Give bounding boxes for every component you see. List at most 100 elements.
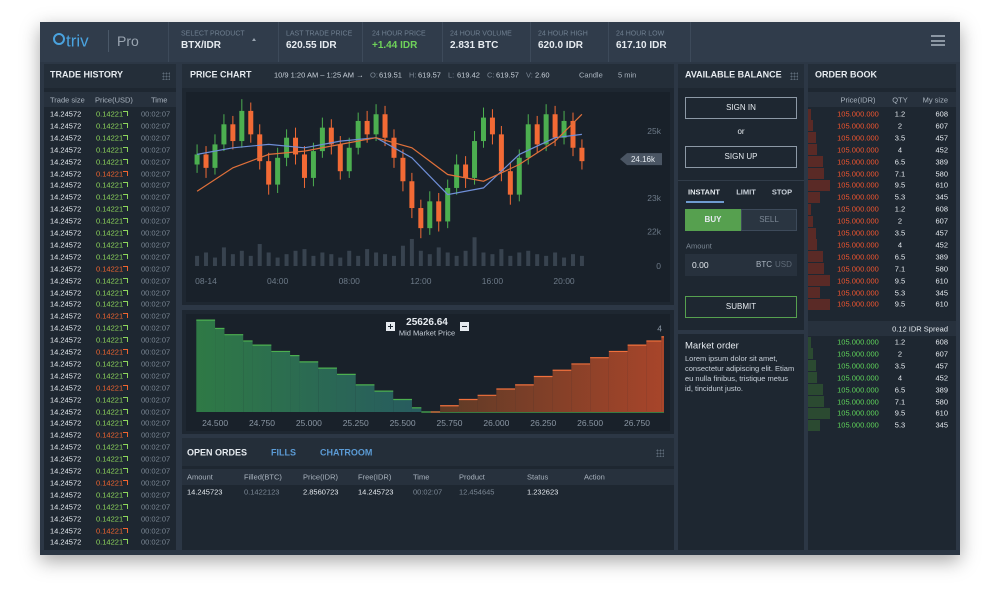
ohlc-value: 2.60 bbox=[535, 70, 550, 80]
x-tick-label: 08-14 bbox=[195, 276, 217, 286]
book-price: 105.000.000 bbox=[837, 240, 879, 250]
volume-bar bbox=[562, 257, 567, 266]
grid-icon[interactable] bbox=[162, 72, 170, 80]
sell-label[interactable]: SELL bbox=[759, 215, 779, 224]
stat-label: 24 HOUR VOLUME bbox=[450, 30, 512, 38]
tab[interactable]: FILLS bbox=[271, 447, 296, 458]
depth-step bbox=[411, 407, 422, 412]
last-price-badge bbox=[620, 153, 662, 166]
depth-bar bbox=[808, 419, 821, 431]
column-header-bg bbox=[808, 92, 956, 107]
stat-value[interactable]: BTX/IDR bbox=[181, 40, 221, 51]
buy-label[interactable]: BUY bbox=[704, 215, 722, 224]
trend-arrow bbox=[123, 468, 128, 473]
trade-time: 00:02:07 bbox=[141, 525, 171, 535]
style-select[interactable]: Candle bbox=[579, 70, 603, 80]
grid-icon[interactable] bbox=[790, 72, 798, 80]
candle-body bbox=[516, 157, 522, 195]
book-size: 452 bbox=[935, 372, 948, 382]
candle-body bbox=[472, 141, 478, 178]
trade-size: 14.24572 bbox=[50, 430, 82, 440]
candle-body bbox=[355, 120, 361, 148]
candle-body bbox=[203, 154, 209, 168]
submit-button[interactable] bbox=[685, 296, 797, 318]
panel-header bbox=[182, 64, 674, 88]
sign-up-button-label[interactable]: SIGN UP bbox=[724, 152, 758, 161]
stat-label[interactable]: SELECT PRODUCT bbox=[181, 30, 245, 38]
sign-up-button[interactable] bbox=[685, 146, 797, 168]
tab[interactable]: OPEN ORDES bbox=[187, 447, 248, 458]
amount-input[interactable] bbox=[685, 254, 797, 276]
trend-arrow bbox=[123, 515, 128, 521]
book-qty: 2 bbox=[897, 349, 903, 359]
book-price: 105.000.000 bbox=[837, 204, 879, 214]
top-divider bbox=[362, 22, 363, 62]
trend-arrow bbox=[123, 206, 128, 212]
interval-select[interactable]: 5 min bbox=[618, 70, 637, 80]
depth-step bbox=[355, 384, 375, 412]
sell-button[interactable] bbox=[741, 209, 797, 231]
trade-time: 00:02:07 bbox=[141, 382, 171, 392]
order-tab[interactable]: STOP bbox=[771, 187, 793, 197]
order-tab[interactable]: INSTANT bbox=[688, 187, 720, 197]
trade-size: 14.24572 bbox=[50, 466, 82, 476]
book-price: 105.000.000 bbox=[837, 228, 879, 238]
volume-bar bbox=[535, 254, 540, 266]
trade-time: 00:02:07 bbox=[141, 406, 171, 416]
spread-bar bbox=[808, 321, 956, 336]
book-price: 105.000.000 bbox=[837, 275, 879, 285]
trade-time: 00:02:07 bbox=[141, 430, 171, 440]
or-text: or bbox=[737, 127, 745, 136]
y-tick-label: 23k bbox=[647, 193, 661, 203]
column-header-bg bbox=[44, 92, 176, 107]
trade-size: 14.24572 bbox=[50, 133, 82, 143]
tab[interactable]: CHATROOM bbox=[320, 447, 373, 458]
order-cell: 00:02:07 bbox=[413, 487, 443, 497]
unit[interactable]: BTC bbox=[756, 260, 772, 269]
edition: Pro bbox=[117, 33, 139, 49]
trend-arrow bbox=[123, 527, 128, 533]
trade-price: 0.14221 bbox=[96, 382, 124, 392]
candle-body bbox=[248, 110, 254, 135]
book-size: 610 bbox=[935, 408, 948, 418]
buy-button[interactable] bbox=[685, 209, 741, 231]
trend-arrow bbox=[123, 420, 128, 426]
depth-step bbox=[243, 340, 253, 412]
book-qty: 1.2 bbox=[894, 109, 906, 119]
candle-body bbox=[301, 154, 307, 178]
x-tick-label: 25.000 bbox=[296, 418, 322, 428]
column-header: Price(USD) bbox=[95, 94, 133, 104]
volume-bar bbox=[472, 237, 477, 266]
depth-step bbox=[661, 336, 664, 412]
volume-bar bbox=[329, 254, 334, 266]
amount-value[interactable]: 0.00 bbox=[692, 259, 709, 270]
grid-icon[interactable] bbox=[656, 449, 664, 457]
depth-step bbox=[458, 399, 478, 412]
book-price: 105.000.000 bbox=[837, 109, 879, 119]
sign-in-button-label[interactable]: SIGN IN bbox=[726, 103, 756, 112]
column-header: Price(IDR) bbox=[840, 94, 876, 104]
trade-size: 14.24572 bbox=[50, 359, 82, 369]
submit-button-label[interactable]: SUBMIT bbox=[725, 302, 757, 311]
trade-time: 00:02:07 bbox=[141, 466, 171, 476]
trade-price: 0.14221 bbox=[96, 347, 124, 357]
order-tab[interactable]: LIMIT bbox=[736, 187, 756, 197]
sign-in-button[interactable] bbox=[685, 97, 797, 119]
unit[interactable]: USD bbox=[775, 260, 792, 269]
select-caret[interactable] bbox=[252, 38, 256, 41]
trend-arrow bbox=[123, 503, 128, 509]
book-size: 608 bbox=[935, 204, 948, 214]
column-header: QTY bbox=[892, 94, 908, 104]
menu-button[interactable] bbox=[931, 35, 945, 46]
trade-time: 00:02:07 bbox=[141, 454, 171, 464]
trade-time: 00:02:07 bbox=[141, 204, 171, 214]
x-tick-label: 12:00 bbox=[410, 276, 432, 286]
depth-bar bbox=[808, 191, 821, 203]
book-qty: 4 bbox=[897, 144, 903, 154]
depth-bar bbox=[808, 298, 830, 310]
book-price: 105.000.000 bbox=[837, 384, 879, 394]
trade-history-panel bbox=[44, 64, 176, 550]
x-tick-label: 26.500 bbox=[577, 418, 603, 428]
depth-step bbox=[224, 334, 244, 412]
logo-text: triv bbox=[66, 31, 89, 51]
